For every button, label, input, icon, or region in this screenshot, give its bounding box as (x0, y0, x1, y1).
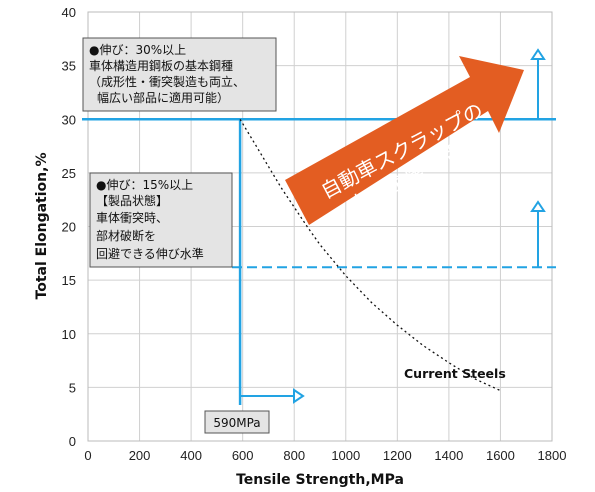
x-tick-label: 800 (283, 448, 305, 463)
y-tick-label: 0 (69, 434, 76, 449)
annotation-box-30-line-3: （成形性・衝突製造も両立、 (89, 74, 245, 89)
y-tick-label: 35 (62, 59, 76, 74)
x-tick-label: 600 (232, 448, 254, 463)
y-tick-label: 15 (62, 273, 76, 288)
y-tick-label: 25 (62, 166, 76, 181)
reference-lines (82, 118, 556, 405)
annotation-box-30-line-1: ●伸び：30%以上 (89, 43, 186, 57)
x-tick-label: 1000 (331, 448, 360, 463)
x-tick-label: 1400 (434, 448, 463, 463)
plot-frame (87, 11, 553, 442)
y-tick-label: 40 (62, 5, 76, 20)
annotation-box-30: ●伸び：30%以上 車体構造用鋼板の基本鋼種 （成形性・衝突製造も両立、 幅広い… (82, 37, 277, 112)
x-tick-label: 400 (180, 448, 202, 463)
guide-arrow-up-16-head (530, 200, 546, 212)
annotation-box-15-frame (89, 172, 233, 268)
y-tick-label: 10 (62, 327, 76, 342)
tick-labels: 0 200 400 600 800 1000 1200 1400 1600 1800 0 5 10 15 2… (62, 5, 567, 463)
x-axis-title: Tensile Strength,MPa (236, 472, 404, 488)
annotation-box-15: ●伸び：15%以上 【製品状態】 車体衝突時、 部材破断を 回避できる伸び水準 (89, 172, 233, 268)
guide-arrow-right-head (293, 388, 305, 404)
x-tick-label: 1200 (383, 448, 412, 463)
annotation-box-15-line-3: 車体衝突時、 (96, 210, 168, 225)
series-label-current-steels: Current Steels (404, 366, 506, 381)
annotation-box-590: 590MPa (204, 410, 270, 434)
guide-arrows (240, 48, 546, 404)
x-tick-label: 1800 (538, 448, 567, 463)
big-arrow-shape (285, 56, 524, 225)
x-tick-label: 200 (129, 448, 151, 463)
annotation-box-30-line-2: 車体構造用鋼板の基本鋼種 (89, 59, 233, 73)
annotation-box-30-frame (82, 37, 277, 112)
y-axis-title: Total Elongation,% (34, 153, 50, 300)
annotation-box-590-label: 590MPa (213, 416, 260, 430)
annotation-box-30-line-4: 幅広い部品に適用可能） (97, 90, 229, 105)
y-tick-label: 30 (62, 112, 76, 127)
annotation-box-15-line-5: 回避できる伸び水準 (96, 246, 204, 261)
guide-arrow-up-30-head (530, 48, 546, 60)
annotation-box-15-line-2: 【製品状態】 (96, 193, 168, 208)
x-tick-label: 0 (84, 448, 91, 463)
x-tick-label: 1600 (486, 448, 515, 463)
y-tick-label: 5 (69, 380, 76, 395)
y-tick-label: 20 (62, 220, 76, 235)
annotation-box-590-frame (204, 410, 270, 434)
annotation-box-15-line-4: 部材破断を (96, 228, 156, 243)
annotation-box-15-line-1: ●伸び：15%以上 (96, 178, 193, 192)
